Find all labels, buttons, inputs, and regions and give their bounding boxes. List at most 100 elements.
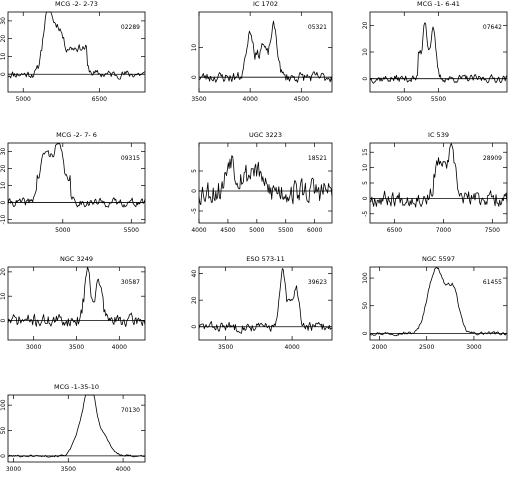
x-tick-label: 5000 bbox=[55, 227, 70, 234]
spectrum-line bbox=[7, 394, 145, 458]
x-tick-label: 7000 bbox=[436, 227, 451, 234]
spectrum-line bbox=[7, 266, 146, 327]
x-tick-label: 2500 bbox=[419, 344, 434, 351]
x-tick-label: 5000 bbox=[249, 227, 264, 234]
spectrum-panel: MCG -2- 2-73 02289 5000 6500 0 10 20 30 bbox=[0, 0, 146, 103]
y-tick-label: 50 bbox=[0, 427, 7, 435]
x-tick-label: 4000 bbox=[112, 344, 127, 351]
panel-id: 18521 bbox=[308, 155, 327, 162]
panel-id: 05321 bbox=[308, 24, 327, 31]
y-tick-label: 5 bbox=[191, 169, 198, 173]
spectrum-line bbox=[7, 11, 146, 80]
x-tick-label: 3500 bbox=[191, 96, 206, 103]
x-tick-label: 3000 bbox=[26, 344, 41, 351]
x-tick-label: 3000 bbox=[466, 344, 481, 351]
spectrum-line bbox=[198, 268, 333, 334]
y-tick-label: 30 bbox=[0, 148, 7, 156]
x-tick-label: 2000 bbox=[372, 344, 387, 351]
spectrum-line bbox=[369, 266, 508, 337]
panel-id: 39623 bbox=[308, 279, 327, 286]
spectrum-panel: MCG -2- 7- 6 09315 5000 5500 -10 0 10 20 30 bbox=[0, 131, 146, 234]
y-tick-label: 0 bbox=[191, 189, 198, 193]
y-tick-label: 0 bbox=[0, 454, 7, 458]
x-tick-label: 3500 bbox=[61, 466, 76, 473]
y-tick-label: 0 bbox=[0, 72, 7, 76]
panel-title: NGC 5597 bbox=[422, 255, 455, 263]
y-tick-label: 10 bbox=[362, 164, 369, 172]
y-tick-label: 0 bbox=[362, 77, 369, 81]
panel-id: 07642 bbox=[483, 24, 502, 31]
y-tick-label: 5 bbox=[362, 181, 369, 185]
x-tick-label: 6500 bbox=[387, 227, 402, 234]
panel-id: 02289 bbox=[121, 24, 140, 31]
panel-frame bbox=[7, 142, 146, 224]
panel-id: 09315 bbox=[121, 155, 140, 162]
x-tick-label: 5500 bbox=[431, 96, 446, 103]
y-tick-label: -5 bbox=[191, 208, 198, 214]
panel-title: MCG -2- 7- 6 bbox=[56, 131, 97, 139]
x-tick-label: 4500 bbox=[220, 227, 235, 234]
panel-title: IC 1702 bbox=[253, 0, 278, 8]
panel-frame bbox=[198, 11, 333, 93]
x-tick-label: 3000 bbox=[6, 466, 21, 473]
y-tick-label: 10 bbox=[362, 48, 369, 56]
y-tick-label: 0 bbox=[191, 75, 198, 79]
panel-title: IC 539 bbox=[428, 131, 449, 139]
panel-title: MCG -1-35-10 bbox=[54, 383, 99, 391]
panel-id: 70130 bbox=[121, 407, 140, 414]
x-tick-label: 4500 bbox=[294, 96, 309, 103]
x-tick-label: 5500 bbox=[124, 227, 139, 234]
panel-frame bbox=[369, 266, 508, 341]
panel-frame bbox=[198, 266, 333, 341]
spectrum-panel: UGC 3223 18521 4000 4500 5000 5500 6000 -5 0 5 bbox=[191, 131, 333, 234]
spectrum-panel: MCG -1- 6-41 07642 5000 5500 0 10 20 bbox=[362, 0, 508, 103]
y-tick-label: 100 bbox=[362, 272, 369, 284]
x-tick-label: 3500 bbox=[69, 344, 84, 351]
x-tick-label: 3500 bbox=[218, 344, 233, 351]
y-tick-label: 10 bbox=[191, 44, 198, 52]
spectrum-panel: NGC 3249 30587 3000 3500 4000 0 10 20 bbox=[0, 255, 146, 351]
y-tick-label: 20 bbox=[0, 268, 7, 276]
y-tick-label: 40 bbox=[191, 270, 198, 278]
x-tick-label: 4000 bbox=[191, 227, 206, 234]
y-tick-label: 0 bbox=[362, 196, 369, 200]
y-tick-label: 20 bbox=[362, 21, 369, 29]
spectrum-panel: ESO 573-11 39623 3500 4000 0 20 40 bbox=[191, 255, 333, 351]
spectrum-panel: IC 1702 05321 3500 4000 4500 0 10 bbox=[191, 0, 333, 103]
y-tick-label: 100 bbox=[0, 399, 7, 411]
x-tick-label: 6000 bbox=[307, 227, 322, 234]
y-tick-label: 10 bbox=[0, 52, 7, 60]
x-tick-label: 5000 bbox=[397, 96, 412, 103]
spectrum-panel: NGC 5597 61455 2000 2500 3000 0 50 100 bbox=[362, 255, 508, 351]
panel-id: 30587 bbox=[121, 279, 140, 286]
x-tick-label: 5000 bbox=[16, 96, 31, 103]
y-tick-label: -5 bbox=[362, 211, 369, 217]
y-tick-label: 30 bbox=[0, 17, 7, 25]
spectrum-line bbox=[370, 143, 508, 208]
spectrum-panel: MCG -1-35-10 70130 3000 3500 4000 0 50 100 bbox=[0, 383, 146, 473]
y-tick-label: 10 bbox=[0, 182, 7, 190]
panel-frame bbox=[7, 394, 146, 463]
x-tick-label: 4000 bbox=[284, 344, 299, 351]
y-tick-label: 0 bbox=[0, 200, 7, 204]
panel-id: 28909 bbox=[483, 155, 502, 162]
x-tick-label: 7500 bbox=[485, 227, 500, 234]
panel-frame bbox=[198, 142, 333, 224]
spectrum-panel: IC 539 28909 6500 7000 7500 -5 0 5 10 15 bbox=[362, 131, 508, 234]
y-tick-label: 10 bbox=[0, 292, 7, 300]
y-tick-label: 20 bbox=[191, 296, 198, 304]
panel-title: UGC 3223 bbox=[249, 131, 282, 139]
x-tick-label: 4000 bbox=[115, 466, 130, 473]
y-tick-label: -10 bbox=[0, 215, 7, 225]
panel-title: MCG -1- 6-41 bbox=[417, 0, 460, 8]
panel-title: MCG -2- 2-73 bbox=[55, 0, 98, 8]
spectrum-line bbox=[198, 155, 333, 206]
panel-id: 61455 bbox=[483, 279, 502, 286]
panel-frame bbox=[7, 11, 146, 93]
panel-title: NGC 3249 bbox=[60, 255, 93, 263]
spectrum-line bbox=[198, 20, 333, 83]
y-tick-label: 50 bbox=[362, 302, 369, 310]
x-tick-label: 5500 bbox=[278, 227, 293, 234]
